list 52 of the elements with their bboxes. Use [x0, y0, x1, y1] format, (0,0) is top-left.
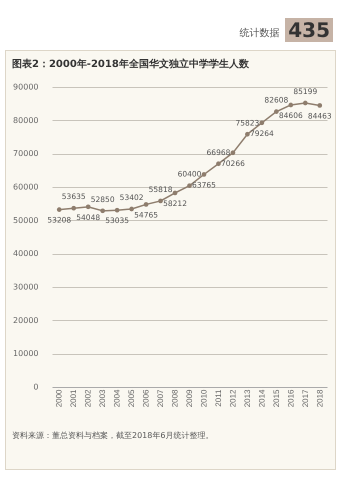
y-tick-label: 40000	[13, 249, 38, 258]
x-tick-label: 2009	[185, 388, 194, 408]
point	[317, 103, 322, 108]
y-tick-label: 90000	[13, 82, 38, 92]
x-tick-label: 2002	[84, 388, 93, 408]
x-tick-label: 2000	[54, 388, 64, 408]
y-tick-label: 10000	[13, 349, 38, 358]
x-tick-label: 2017	[300, 388, 310, 408]
point	[302, 100, 308, 106]
point	[129, 206, 134, 212]
x-tick-label: 2014	[257, 388, 266, 408]
point	[158, 198, 163, 204]
text: 435	[285, 18, 333, 42]
y-tick-label: 0	[33, 382, 38, 392]
point	[86, 204, 91, 210]
x-tick-label: 2006	[142, 388, 151, 408]
point	[144, 202, 148, 207]
x-tick-label: 2007	[156, 388, 166, 408]
point	[288, 102, 294, 108]
x-tick-label: 2012	[228, 388, 238, 408]
point	[172, 190, 178, 196]
y-tick-label: 20000	[13, 316, 38, 325]
x-tick-label: 2015	[272, 388, 281, 408]
point	[274, 109, 279, 114]
y-tick-label: 80000	[13, 116, 38, 125]
x-tick-label: 2011	[214, 388, 223, 407]
x-tick-label: 2018	[315, 388, 324, 408]
y-tick-label: 70000	[13, 149, 38, 158]
x-tick-label: 2001	[69, 388, 78, 408]
x-tick-label: 2013	[242, 388, 252, 408]
x-tick-label: 2004	[112, 388, 122, 408]
point	[100, 208, 106, 214]
point	[245, 132, 250, 137]
x-tick-label: 2003	[98, 388, 108, 408]
point	[71, 206, 76, 211]
point	[202, 172, 206, 177]
y-tick-label: 30000	[13, 282, 38, 292]
x-tick-label: 2010	[199, 388, 208, 408]
point	[260, 120, 264, 126]
chart-title: 图表2：2000年-2018年全国华文独立中学学生人数	[12, 58, 250, 70]
point	[56, 207, 62, 212]
y-tick-label: 50000	[13, 216, 38, 225]
text: 统计数据	[239, 26, 280, 41]
text: 资料来源：董总资料与档案，截至2018年6月统计整理。	[12, 431, 214, 440]
point	[187, 183, 192, 188]
x-tick-label: 2005	[127, 388, 136, 408]
y-tick-label: 60000	[13, 182, 38, 192]
point	[230, 150, 236, 156]
x-tick-label: 2016	[286, 388, 296, 408]
point	[216, 161, 221, 166]
x-tick-label: 2008	[170, 388, 180, 408]
point	[114, 208, 120, 213]
